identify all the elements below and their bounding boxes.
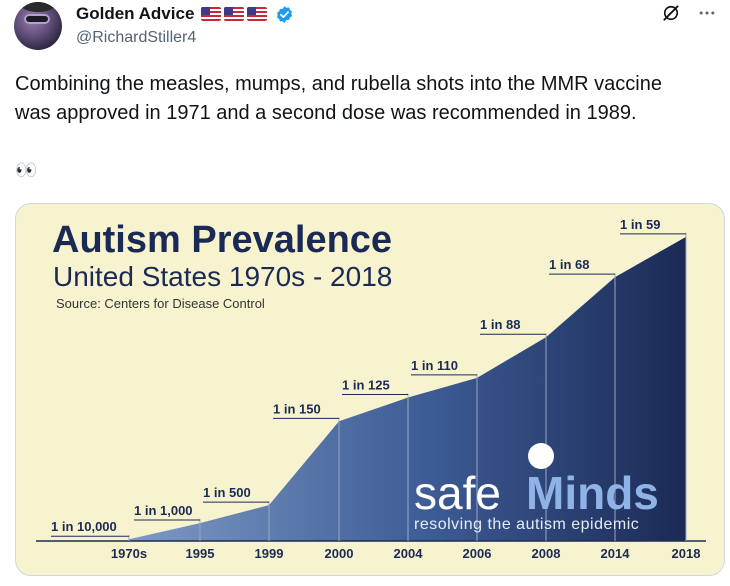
author-handle[interactable]: @RichardStiller4 (76, 29, 197, 46)
us-flag-icon (224, 7, 245, 21)
chart-subtitle: United States 1970s - 2018 (53, 261, 392, 292)
avatar[interactable] (14, 2, 62, 50)
verified-badge-icon (277, 5, 293, 23)
data-label: 1 in 110 (411, 358, 458, 373)
display-name[interactable]: Golden Advice (76, 4, 195, 23)
data-label: 1 in 10,000 (51, 519, 117, 534)
avatar-glasses-shape (24, 14, 50, 24)
x-tick-label: 2004 (394, 546, 424, 561)
us-flag-icon (201, 7, 222, 21)
author-name-row: Golden Advice (76, 3, 294, 25)
tweet-text-line: was approved in 1971 and a second dose w… (15, 102, 637, 124)
data-label: 1 in 59 (620, 217, 660, 232)
data-label: 1 in 125 (342, 377, 390, 392)
chart-title: Autism Prevalence (52, 219, 392, 261)
eyes-emoji: 👀 (15, 160, 38, 180)
x-tick-label: 2000 (325, 546, 354, 561)
data-label: 1 in 150 (273, 401, 321, 416)
prevalence-chart: Autism Prevalence United States 1970s - … (36, 217, 706, 561)
tweet-media-image[interactable]: Autism Prevalence United States 1970s - … (15, 203, 725, 576)
logo-tagline: resolving the autism epidemic (414, 516, 639, 533)
logo-safe: safe (414, 467, 501, 519)
data-label: 1 in 68 (549, 257, 589, 272)
x-tick-label: 2006 (463, 546, 492, 561)
x-tick-label: 1970s (111, 546, 147, 561)
data-label: 1 in 1,000 (134, 503, 193, 518)
more-icon[interactable] (696, 2, 718, 24)
x-tick-label: 2014 (601, 546, 631, 561)
x-tick-label: 2018 (672, 546, 701, 561)
top-actions (660, 2, 718, 24)
logo-dot-icon (528, 443, 554, 469)
grok-icon[interactable] (660, 2, 682, 24)
chart-source: Source: Centers for Disease Control (56, 296, 265, 311)
tweet-text-line: Combining the measles, mumps, and rubell… (15, 73, 662, 95)
x-tick-label: 1999 (255, 546, 284, 561)
flags (198, 7, 268, 21)
avatar-hat-shape (20, 2, 56, 12)
safeminds-logo: safe Minds resolving the autism epidemic (414, 443, 659, 533)
us-flag-icon (247, 7, 268, 21)
x-tick-label: 2008 (532, 546, 561, 561)
x-tick-label: 1995 (186, 546, 215, 561)
data-label: 1 in 88 (480, 317, 520, 332)
logo-minds: Minds (526, 467, 659, 519)
data-label: 1 in 500 (203, 485, 251, 500)
tweet-text: Combining the measles, mumps, and rubell… (15, 70, 715, 128)
